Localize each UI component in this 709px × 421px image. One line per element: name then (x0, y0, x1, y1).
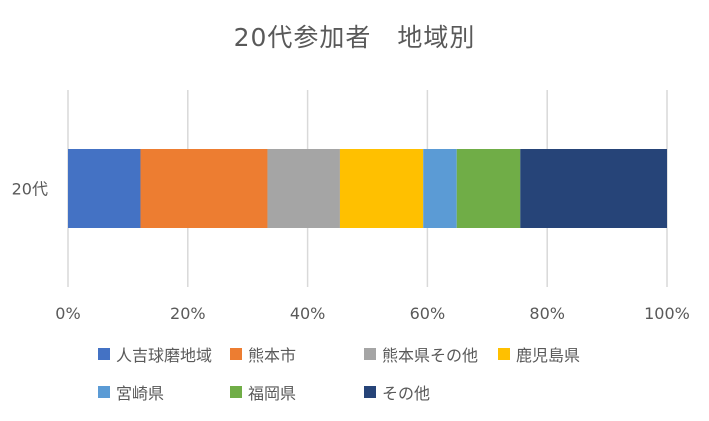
legend-swatch (98, 348, 110, 360)
legend-item: 人吉球磨地域 (98, 342, 212, 366)
legend-item: 鹿児島県 (498, 342, 580, 366)
legend-swatch (98, 386, 110, 398)
legend-swatch (230, 348, 242, 360)
legend-item: 熊本県その他 (364, 342, 478, 366)
legend-label: その他 (382, 384, 431, 403)
x-tick-label: 60% (410, 304, 446, 323)
legend-swatch (230, 386, 242, 398)
legend-item: その他 (364, 380, 430, 404)
bar-segment (267, 149, 340, 228)
x-tick-label: 100% (644, 304, 690, 323)
legend-label: 宮崎県 (116, 384, 165, 403)
x-tick-label: 80% (529, 304, 565, 323)
plot-area: 0% 20% 40% 60% 80% 100% 20代 (12, 90, 690, 323)
bar-segment (423, 149, 457, 228)
x-tick-label: 20% (170, 304, 206, 323)
legend-label: 熊本市 (248, 346, 297, 365)
bar-segment (68, 149, 141, 228)
bar-segment (520, 149, 667, 228)
legend-swatch (364, 348, 376, 360)
chart-title: 20代参加者 地域別 (233, 23, 476, 52)
bar-segment (339, 149, 424, 228)
legend-swatch (364, 386, 376, 398)
bar-segment (456, 149, 521, 228)
x-tick-label: 0% (55, 304, 80, 323)
legend-swatch (498, 348, 510, 360)
y-category-label: 20代 (12, 180, 48, 199)
bar-segment (140, 149, 268, 228)
legend-label: 熊本県その他 (382, 346, 479, 365)
legend-item: 福岡県 (230, 380, 296, 404)
legend-label: 人吉球磨地域 (116, 346, 213, 365)
x-tick-label: 40% (290, 304, 326, 323)
legend-label: 鹿児島県 (516, 346, 581, 365)
legend-item: 熊本市 (230, 342, 296, 366)
legend-item: 宮崎県 (98, 380, 164, 404)
legend-label: 福岡県 (248, 384, 297, 403)
